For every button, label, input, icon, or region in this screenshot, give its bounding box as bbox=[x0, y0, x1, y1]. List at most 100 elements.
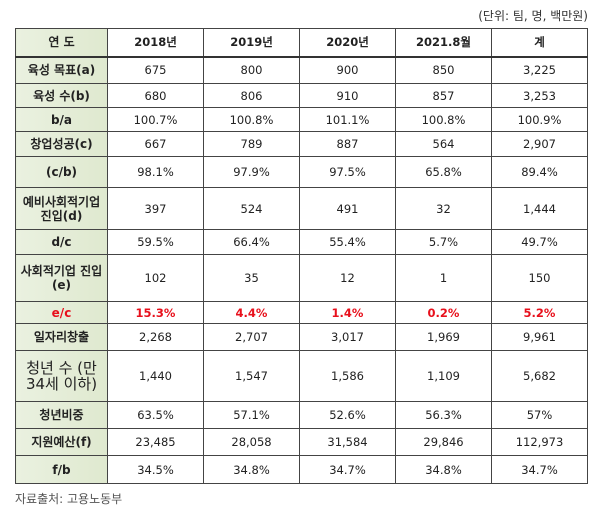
unit-note: (단위: 팀, 명, 백만원) bbox=[478, 9, 588, 23]
table-cell: 23,485 bbox=[107, 428, 204, 456]
table-row: 일자리창출 2,268 2,707 3,017 1,969 9,961 bbox=[15, 323, 588, 351]
table-cell: 1.4% bbox=[299, 301, 396, 324]
row-label: e/c bbox=[15, 301, 108, 324]
table-cell: 800 bbox=[203, 56, 300, 84]
column-header: 2020년 bbox=[299, 28, 396, 58]
row-label: f/b bbox=[15, 455, 108, 484]
table-cell: 5.7% bbox=[395, 229, 492, 255]
table-cell: 57% bbox=[491, 401, 588, 429]
row-label: 청년 수 (만 34세 이하) bbox=[15, 350, 108, 402]
table-cell: 100.8% bbox=[203, 107, 300, 132]
table-cell: 675 bbox=[107, 56, 204, 84]
table-row: 창업성공(c) 667 789 887 564 2,907 bbox=[15, 131, 588, 157]
table-cell: 34.8% bbox=[395, 455, 492, 484]
table-row: 사회적기업 진입(e) 102 35 12 1 150 bbox=[15, 254, 588, 302]
table-cell: 49.7% bbox=[491, 229, 588, 255]
source-note: 자료출처: 고용노동부 bbox=[15, 492, 123, 506]
table-row: 육성 목표(a) 675 800 900 850 3,225 bbox=[15, 56, 588, 84]
table-cell: 1,586 bbox=[299, 350, 396, 402]
table-cell: 850 bbox=[395, 56, 492, 84]
table-cell: 1,109 bbox=[395, 350, 492, 402]
table-cell: 789 bbox=[203, 131, 300, 157]
table-cell: 1,444 bbox=[491, 187, 588, 230]
table-cell: 910 bbox=[299, 83, 396, 108]
table-cell: 1,969 bbox=[395, 323, 492, 351]
table-cell: 9,961 bbox=[491, 323, 588, 351]
table-cell: 2,268 bbox=[107, 323, 204, 351]
table-cell: 1,547 bbox=[203, 350, 300, 402]
table-cell: 5,682 bbox=[491, 350, 588, 402]
table-cell: 34.5% bbox=[107, 455, 204, 484]
row-label: 예비사회적기업 진입(d) bbox=[15, 187, 108, 230]
table-cell: 1 bbox=[395, 254, 492, 302]
row-label: b/a bbox=[15, 107, 108, 132]
column-header: 2019년 bbox=[203, 28, 300, 58]
row-label: 사회적기업 진입(e) bbox=[15, 254, 108, 302]
header-row: 연 도 2018년 2019년 2020년 2021.8월 계 bbox=[15, 28, 588, 58]
table-cell: 112,973 bbox=[491, 428, 588, 456]
table-cell: 63.5% bbox=[107, 401, 204, 429]
row-label: 청년비중 bbox=[15, 401, 108, 429]
table-cell: 397 bbox=[107, 187, 204, 230]
table-cell: 900 bbox=[299, 56, 396, 84]
table-cell: 1,440 bbox=[107, 350, 204, 402]
table-cell: 100.8% bbox=[395, 107, 492, 132]
table-cell: 4.4% bbox=[203, 301, 300, 324]
table-row: d/c 59.5% 66.4% 55.4% 5.7% 49.7% bbox=[15, 229, 588, 255]
data-table: 연 도 2018년 2019년 2020년 2021.8월 계 육성 목표(a) 675 80… bbox=[15, 28, 588, 484]
table-cell: 29,846 bbox=[395, 428, 492, 456]
table-cell: 97.5% bbox=[299, 156, 396, 188]
table-cell: 52.6% bbox=[299, 401, 396, 429]
table-cell: 100.9% bbox=[491, 107, 588, 132]
row-label: 일자리창출 bbox=[15, 323, 108, 351]
table-cell: 65.8% bbox=[395, 156, 492, 188]
column-header: 2021.8월 bbox=[395, 28, 492, 58]
table-row: 청년 수 (만 34세 이하) 1,440 1,547 1,586 1,109 5,682 bbox=[15, 350, 588, 402]
table-cell: 857 bbox=[395, 83, 492, 108]
table-row: b/a 100.7% 100.8% 101.1% 100.8% 100.9% bbox=[15, 107, 588, 132]
table-cell: 2,707 bbox=[203, 323, 300, 351]
column-header: 계 bbox=[491, 28, 588, 58]
row-label: d/c bbox=[15, 229, 108, 255]
table-row: f/b 34.5% 34.8% 34.7% 34.8% 34.7% bbox=[15, 455, 588, 484]
table-cell: 97.9% bbox=[203, 156, 300, 188]
table-cell: 98.1% bbox=[107, 156, 204, 188]
table-cell: 31,584 bbox=[299, 428, 396, 456]
row-label: 지원예산(f) bbox=[15, 428, 108, 456]
table-cell: 102 bbox=[107, 254, 204, 302]
table-cell: 150 bbox=[491, 254, 588, 302]
table-cell: 28,058 bbox=[203, 428, 300, 456]
column-header: 2018년 bbox=[107, 28, 204, 58]
table-row: 청년비중 63.5% 57.1% 52.6% 56.3% 57% bbox=[15, 401, 588, 429]
table-cell: 0.2% bbox=[395, 301, 492, 324]
row-label: 육성 목표(a) bbox=[15, 56, 108, 84]
table-cell: 680 bbox=[107, 83, 204, 108]
table-row: (c/b) 98.1% 97.9% 97.5% 65.8% 89.4% bbox=[15, 156, 588, 188]
table-cell: 101.1% bbox=[299, 107, 396, 132]
table-cell: 59.5% bbox=[107, 229, 204, 255]
table-cell: 57.1% bbox=[203, 401, 300, 429]
table-cell: 491 bbox=[299, 187, 396, 230]
table-row: e/c 15.3% 4.4% 1.4% 0.2% 5.2% bbox=[15, 301, 588, 324]
table-cell: 15.3% bbox=[107, 301, 204, 324]
table-cell: 3,017 bbox=[299, 323, 396, 351]
table-cell: 55.4% bbox=[299, 229, 396, 255]
row-label: 창업성공(c) bbox=[15, 131, 108, 157]
table-cell: 34.7% bbox=[491, 455, 588, 484]
table-cell: 524 bbox=[203, 187, 300, 230]
table-row: 지원예산(f) 23,485 28,058 31,584 29,846 112,973 bbox=[15, 428, 588, 456]
table-cell: 564 bbox=[395, 131, 492, 157]
row-label: (c/b) bbox=[15, 156, 108, 188]
table-cell: 887 bbox=[299, 131, 396, 157]
table-cell: 3,253 bbox=[491, 83, 588, 108]
table-cell: 667 bbox=[107, 131, 204, 157]
table-cell: 34.8% bbox=[203, 455, 300, 484]
table-cell: 35 bbox=[203, 254, 300, 302]
header-label: 연 도 bbox=[15, 28, 108, 58]
table-cell: 32 bbox=[395, 187, 492, 230]
table-row: 육성 수(b) 680 806 910 857 3,253 bbox=[15, 83, 588, 108]
table-cell: 806 bbox=[203, 83, 300, 108]
table-cell: 100.7% bbox=[107, 107, 204, 132]
table-cell: 3,225 bbox=[491, 56, 588, 84]
table-cell: 34.7% bbox=[299, 455, 396, 484]
